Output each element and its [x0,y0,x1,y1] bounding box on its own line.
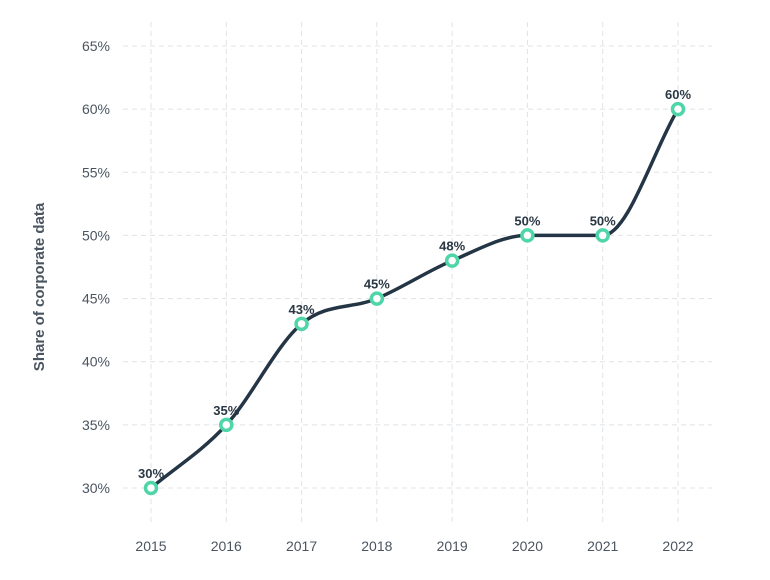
y-tick-label: 45% [82,291,110,307]
data-point[interactable] [595,228,610,243]
y-tick-label: 60% [82,101,110,117]
x-tick-label: 2019 [437,538,468,554]
grid [123,22,712,525]
y-tick-label: 50% [82,227,110,243]
data-label: 60% [665,87,691,102]
y-tick-label: 55% [82,164,110,180]
data-point[interactable] [219,417,234,433]
data-point[interactable] [520,228,535,243]
data-label: 45% [364,277,390,292]
data-label: 50% [590,213,616,228]
x-tick-label: 2021 [587,538,618,554]
data-label: 48% [439,239,465,254]
data-label: 50% [514,213,540,228]
data-label: 43% [289,302,315,317]
y-axis-title: Share of corporate data [31,202,48,371]
data-label: 35% [213,403,239,418]
x-tick-label: 2020 [512,538,543,554]
y-tick-label: 65% [82,38,110,54]
x-axis-ticks: 2015 2016 2017 2018 2019 2020 2021 2022 [135,538,693,554]
data-point[interactable] [143,480,159,496]
data-point[interactable] [444,253,460,268]
data-point[interactable] [670,101,686,117]
y-axis-ticks: 30% 35% 40% 45% 50% 55% 60% 65% [82,38,110,496]
data-point[interactable] [294,316,309,332]
y-tick-label: 35% [82,417,110,433]
x-tick-label: 2022 [662,538,693,554]
x-tick-label: 2016 [211,538,242,554]
data-point[interactable] [369,291,385,306]
markers [143,101,686,496]
y-tick-label: 30% [82,480,110,496]
data-labels: 30% 35% 43% 45% 48% 50% 50% 60% [138,87,691,481]
data-label: 30% [138,466,164,481]
x-tick-label: 2018 [361,538,392,554]
y-tick-label: 40% [82,354,110,370]
x-tick-label: 2017 [286,538,317,554]
x-tick-label: 2015 [135,538,166,554]
